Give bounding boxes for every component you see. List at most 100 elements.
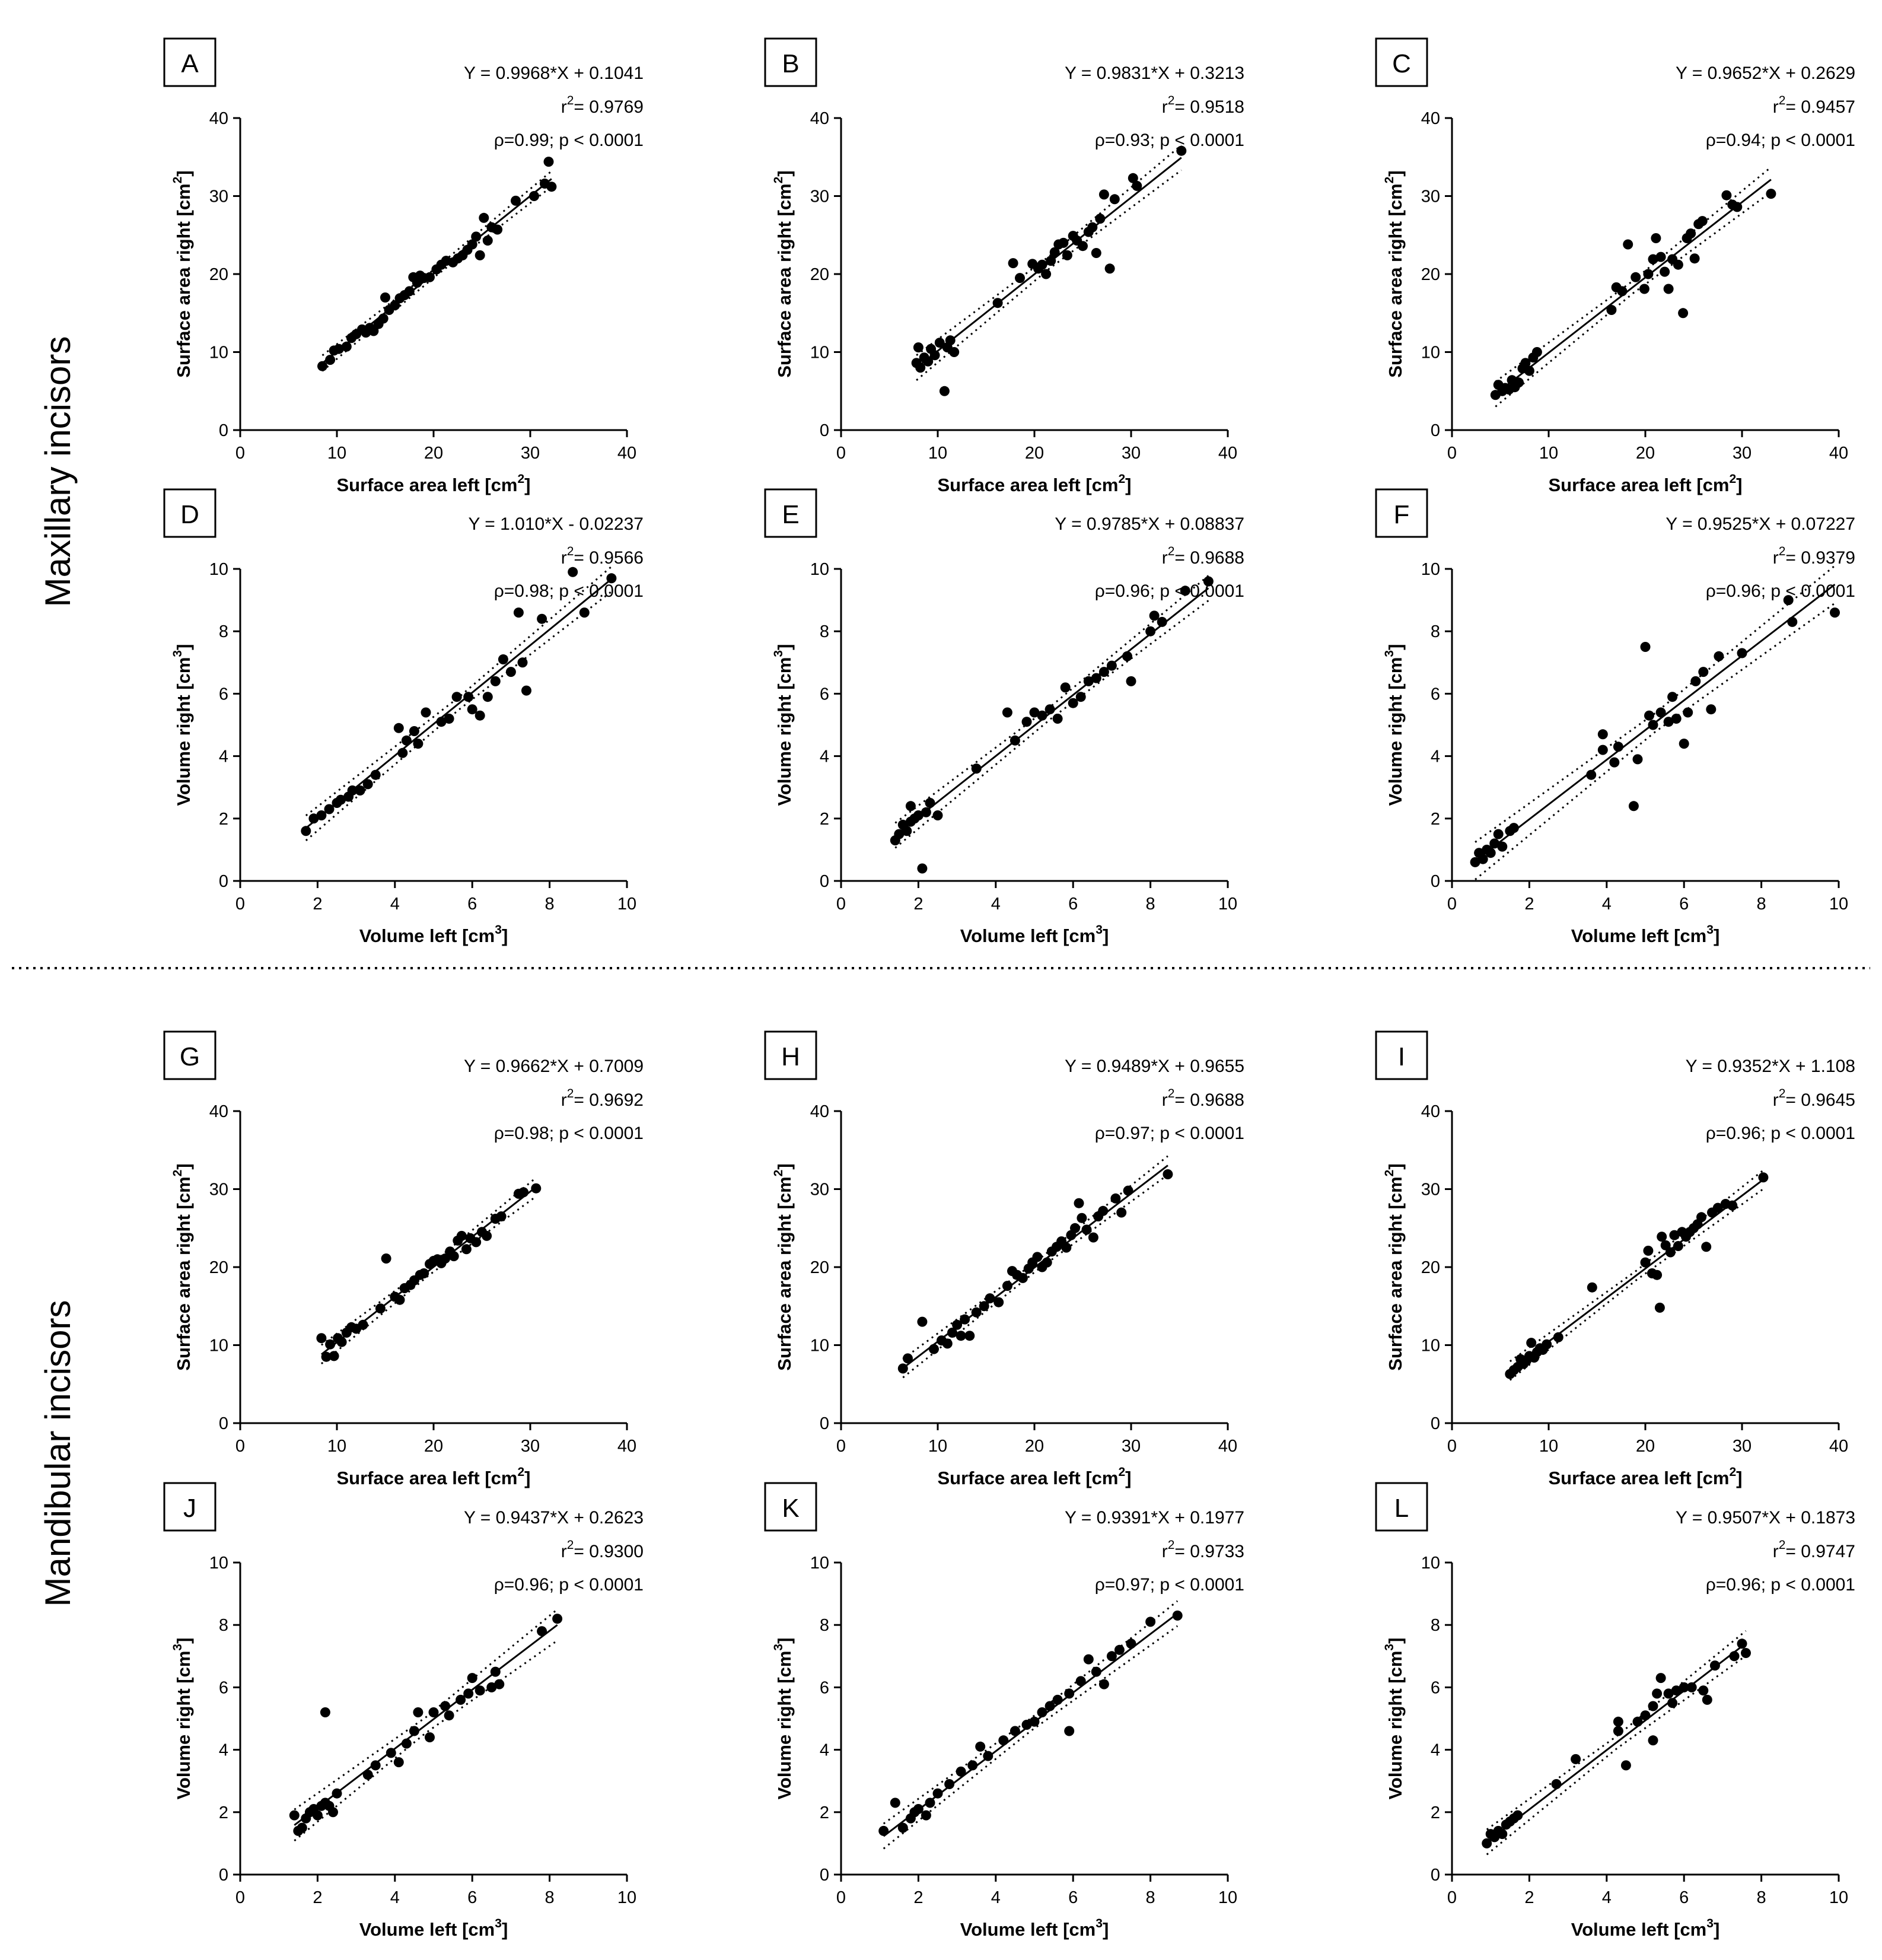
- panel-l-equation: Y = 0.9507*X + 0.1873: [1676, 1508, 1855, 1528]
- panel-k-x-tick-label-2: 4: [991, 1888, 1001, 1907]
- panel-e-point-12: [971, 763, 982, 774]
- panel-k-point-21: [1064, 1726, 1075, 1736]
- panel-f-point-9: [1508, 823, 1519, 833]
- panel-k-point-10: [956, 1766, 966, 1777]
- panel-j-letter: J: [183, 1494, 196, 1523]
- panel-c-point-20: [1648, 254, 1658, 265]
- panel-c-r2-tail: = 0.9457: [1785, 97, 1855, 117]
- panel-e-x-tick-label-4: 8: [1146, 895, 1155, 914]
- panel-i-point-19: [1654, 1302, 1665, 1313]
- panel-l-y-label-exp: 3: [1383, 1644, 1396, 1651]
- panel-j-point-6: [312, 1810, 323, 1821]
- panel-k-y-label-tail: ]: [774, 1638, 795, 1644]
- panel-c-point-36: [1766, 189, 1776, 199]
- panel-e-point-3: [902, 826, 912, 836]
- panel-f-r2-base: r: [1773, 548, 1779, 568]
- panel-f-point-17: [1640, 642, 1651, 652]
- panel-h-ci-lower: [902, 1174, 1168, 1379]
- panel-d-point-5: [336, 794, 346, 805]
- panel-e-x-tick-label-1: 2: [913, 895, 923, 914]
- panel-k-point-15: [1010, 1726, 1020, 1736]
- panel-f-point-29: [1714, 651, 1724, 661]
- panel-a-x-tick-label-3: 30: [521, 444, 540, 463]
- panel-g-y-tick-label-0: 0: [219, 1414, 228, 1433]
- panel-c-y-label-base: Surface area right [cm: [1385, 183, 1406, 377]
- panel-e-point-19: [1052, 714, 1063, 724]
- panel-b-y-tick-label-1: 10: [810, 343, 829, 362]
- panel-g-point-30: [471, 1237, 482, 1248]
- panel-f-point-24: [1679, 739, 1689, 749]
- panel-i-letter: I: [1398, 1042, 1405, 1071]
- panel-i-point-20: [1657, 1232, 1667, 1242]
- panel-b-x-label: Surface area left [cm2]: [938, 472, 1132, 495]
- panel-a-y-label-tail: ]: [173, 170, 194, 176]
- panel-l-x-label-tail: ]: [1714, 1919, 1719, 1940]
- panel-j-point-28: [486, 1682, 497, 1692]
- panel-e-point-22: [1075, 692, 1086, 702]
- panel-j-y-label-base: Volume right [cm: [173, 1651, 194, 1800]
- panel-e-point-5: [905, 801, 916, 812]
- panel-f-x-tick-label-4: 8: [1757, 895, 1766, 914]
- panel-g-x-label-exp: 2: [517, 1465, 524, 1479]
- panel-a-r2-base: r: [561, 97, 567, 117]
- panel-j-point-24: [456, 1694, 466, 1705]
- panel-e-point-25: [1098, 667, 1109, 677]
- panel-i-point-31: [1701, 1242, 1712, 1252]
- panel-i-x-label-base: Surface area left [cm: [1549, 1468, 1730, 1488]
- panel-k-point-7: [925, 1797, 935, 1808]
- panel-g-point-10: [375, 1303, 386, 1314]
- panel-k-point-23: [1075, 1676, 1086, 1687]
- panel-h-ci-upper: [902, 1155, 1168, 1360]
- panel-a-point-15: [390, 300, 400, 311]
- panel-d-point-0: [301, 826, 311, 836]
- panel-j-r2: r2= 0.9300: [561, 1538, 644, 1561]
- panel-l-point-13: [1620, 1760, 1631, 1771]
- panel-l-r2-base: r: [1773, 1542, 1779, 1561]
- panel-b-y-label-exp: 2: [772, 177, 785, 184]
- panel-a-y-label-base: Surface area right [cm: [173, 183, 194, 377]
- panel-l-point-29: [1737, 1638, 1747, 1649]
- panel-h-point-27: [1061, 1242, 1072, 1253]
- panel-c-letter-box: [1375, 37, 1428, 87]
- panel-f-point-32: [1787, 616, 1798, 627]
- panel-a-point-23: [425, 272, 435, 282]
- panel-k-y-tick-label-1: 2: [820, 1803, 829, 1822]
- panel-g-point-1: [321, 1351, 332, 1362]
- panel-h-y-tick-label-2: 20: [810, 1258, 829, 1277]
- panel-i-x-label-tail: ]: [1736, 1468, 1742, 1488]
- panel-d-x-label-exp: 3: [495, 923, 502, 937]
- panel-a-y-tick-label-2: 20: [209, 265, 228, 284]
- panel-i-point-18: [1652, 1269, 1663, 1280]
- panel-a-point-37: [492, 224, 503, 235]
- panel-f-y-label: Volume right [cm3]: [1383, 644, 1406, 806]
- panel-d-point-23: [482, 692, 493, 702]
- panel-l-point-30: [1741, 1648, 1751, 1658]
- panel-k-point-26: [1098, 1679, 1109, 1689]
- panel-d-y-label: Volume right [cm3]: [171, 644, 194, 806]
- panel-h-point-32: [1081, 1224, 1092, 1235]
- panel-f-y-tick-label-2: 4: [1431, 747, 1440, 766]
- panel-l-point-26: [1702, 1694, 1712, 1705]
- panel-i-point-21: [1660, 1240, 1671, 1251]
- panel-e-y-tick-label-5: 10: [810, 560, 829, 579]
- panel-j-point-29: [490, 1666, 501, 1677]
- panel-e-r2-base: r: [1162, 548, 1168, 568]
- panel-l-letter-box: [1375, 1482, 1428, 1532]
- panel-b-point-32: [1104, 263, 1115, 274]
- panel-d-x-tick-label-2: 4: [390, 895, 400, 914]
- panel-b-point-13: [1008, 258, 1018, 269]
- panel-j-x-label: Volume left [cm3]: [359, 1917, 508, 1940]
- panel-h-x-label-tail: ]: [1125, 1468, 1131, 1488]
- panel-e-point-26: [1106, 660, 1117, 671]
- panel-c-point-24: [1663, 284, 1674, 294]
- panel-e-point-23: [1083, 676, 1094, 686]
- panel-b-y-label-base: Surface area right [cm: [774, 183, 795, 377]
- panel-g-x-tick-label-4: 40: [617, 1437, 636, 1456]
- panel-b-equation: Y = 0.9831*X + 0.3213: [1065, 63, 1244, 83]
- panel-d-x-tick-label-0: 0: [235, 895, 245, 914]
- panel-b-point-29: [1091, 248, 1101, 258]
- panel-j-y-tick-label-0: 0: [219, 1866, 228, 1885]
- panel-j-equation: Y = 0.9437*X + 0.2623: [464, 1508, 644, 1528]
- panel-b-point-23: [1062, 250, 1072, 260]
- panel-d-x-tick-label-3: 6: [467, 895, 477, 914]
